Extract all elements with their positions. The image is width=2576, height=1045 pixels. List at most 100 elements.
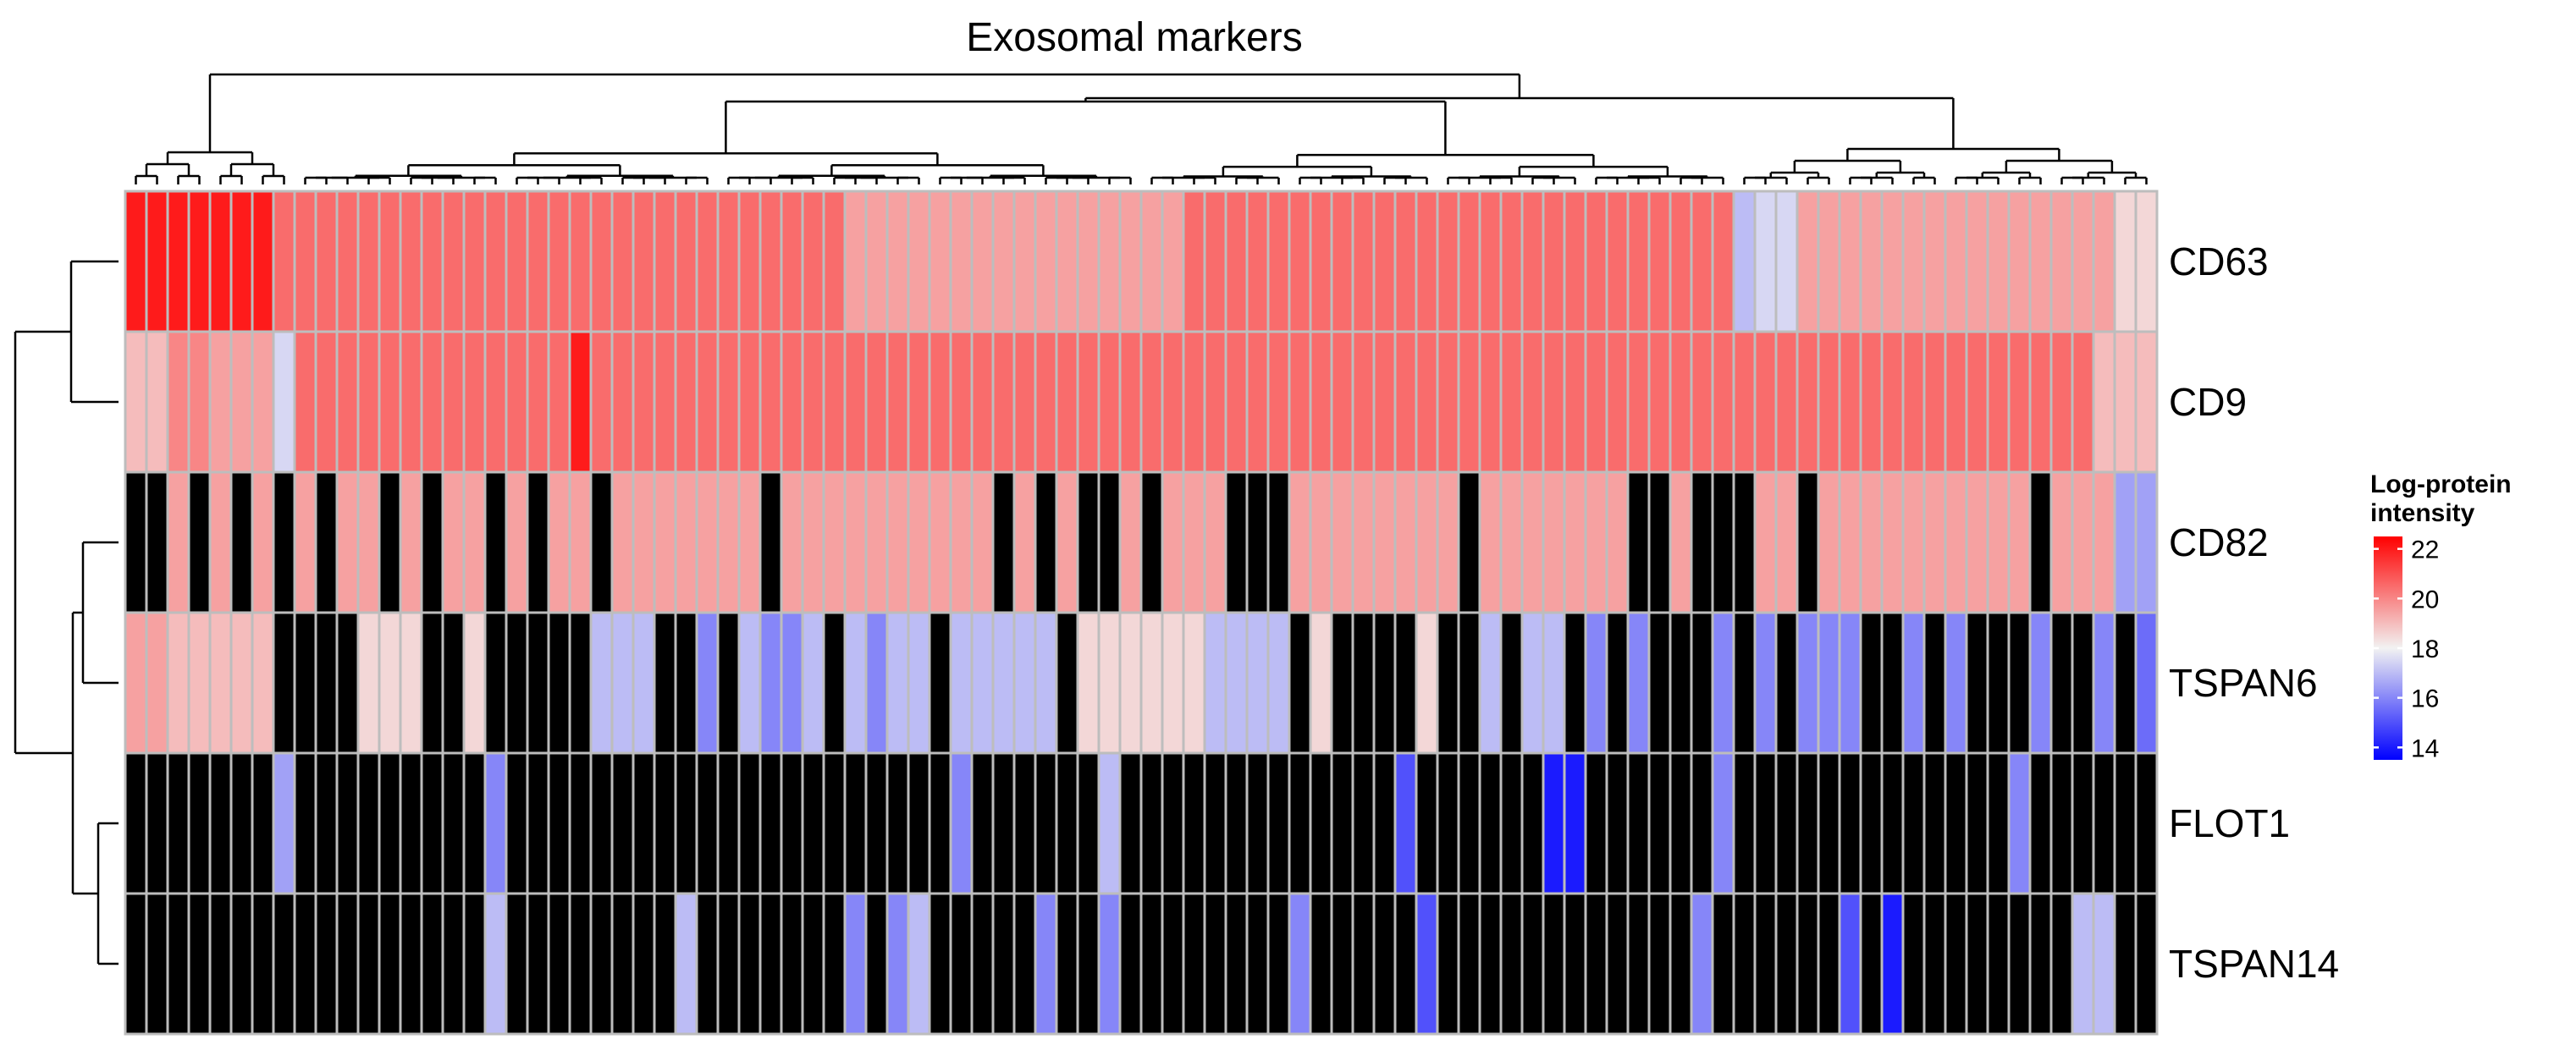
heatmap-cell xyxy=(1118,470,1143,614)
heatmap-cell xyxy=(1584,611,1608,755)
heatmap-cell xyxy=(1563,190,1587,333)
heatmap-cell xyxy=(780,751,804,895)
heatmap-cell xyxy=(1774,190,1799,333)
heatmap-cell xyxy=(1859,470,1884,614)
heatmap-cell xyxy=(1182,330,1206,474)
heatmap-cell xyxy=(568,470,593,614)
heatmap-cell xyxy=(1542,611,1566,755)
heatmap-cell xyxy=(1224,470,1249,614)
heatmap-cell xyxy=(1351,611,1376,755)
heatmap-cell xyxy=(1224,611,1249,755)
heatmap-cell xyxy=(1669,611,1693,755)
heatmap-cell xyxy=(272,611,296,755)
heatmap-cell xyxy=(1478,190,1503,333)
heatmap-cell xyxy=(2049,892,2074,1036)
heatmap-cell xyxy=(1732,190,1757,333)
heatmap-cell xyxy=(1266,190,1291,333)
heatmap-cell xyxy=(2071,611,2095,755)
heatmap-cell xyxy=(653,892,677,1036)
heatmap-cell xyxy=(737,330,762,474)
heatmap-cell xyxy=(483,470,508,614)
heatmap-cell xyxy=(1563,470,1587,614)
heatmap-cell xyxy=(1584,892,1608,1036)
heatmap-cell xyxy=(1626,611,1651,755)
heatmap-cell xyxy=(632,751,656,895)
heatmap-cell xyxy=(1076,751,1100,895)
heatmap-cell xyxy=(314,611,339,755)
heatmap-cell xyxy=(1309,190,1333,333)
heatmap-cell xyxy=(653,611,677,755)
heatmap-cell xyxy=(1880,611,1905,755)
heatmap-cell xyxy=(314,892,339,1036)
heatmap-cell xyxy=(885,751,910,895)
heatmap-cell xyxy=(272,892,296,1036)
heatmap-cell xyxy=(1436,611,1460,755)
heatmap-cell xyxy=(1711,892,1735,1036)
heatmap-cell xyxy=(1393,751,1418,895)
legend-tick-label: 22 xyxy=(2411,536,2439,564)
heatmap-cell xyxy=(1817,470,1841,614)
column-dendrogram xyxy=(135,73,2148,184)
heatmap-cell xyxy=(462,611,487,755)
heatmap-cell xyxy=(2134,751,2159,895)
heatmap-cell xyxy=(1986,470,2011,614)
heatmap-cell xyxy=(843,470,868,614)
heatmap-cell xyxy=(589,611,614,755)
heatmap-cell xyxy=(378,892,402,1036)
heatmap-cell xyxy=(716,892,741,1036)
heatmap-cell xyxy=(1224,330,1249,474)
heatmap-cell xyxy=(1288,892,1312,1036)
heatmap-cell xyxy=(272,330,296,474)
heatmap-cell xyxy=(187,330,212,474)
heatmap-cell xyxy=(949,892,974,1036)
heatmap-cell xyxy=(1626,892,1651,1036)
heatmap-cell xyxy=(843,751,868,895)
heatmap-cell xyxy=(1097,751,1122,895)
heatmap-cell xyxy=(589,330,614,474)
row-label: CD9 xyxy=(2169,380,2247,424)
heatmap-cell xyxy=(229,330,254,474)
heatmap-cell xyxy=(1922,751,1947,895)
heatmap-cell xyxy=(822,611,847,755)
heatmap-cell xyxy=(928,190,952,333)
heatmap-cell xyxy=(1901,330,1926,474)
heatmap-cell xyxy=(1097,470,1122,614)
legend-title-line2: intensity xyxy=(2370,499,2475,527)
heatmap-cell xyxy=(1012,330,1037,474)
heatmap-cell xyxy=(2071,470,2095,614)
heatmap-cell xyxy=(1542,190,1566,333)
heatmap-cell xyxy=(293,611,317,755)
heatmap-cell xyxy=(441,892,466,1036)
heatmap-cell xyxy=(1922,611,1947,755)
heatmap-cell xyxy=(864,751,889,895)
heatmap-cell xyxy=(1838,190,1862,333)
heatmap-cell xyxy=(1182,470,1206,614)
heatmap-cell xyxy=(1076,190,1100,333)
heatmap-cell xyxy=(758,751,783,895)
heatmap-cell xyxy=(1520,611,1545,755)
heatmap-cell xyxy=(1034,470,1058,614)
heatmap-cell xyxy=(801,190,825,333)
row-dendrogram xyxy=(14,260,119,965)
heatmap-cell xyxy=(399,330,423,474)
heatmap-cell xyxy=(1076,892,1100,1036)
heatmap-cell xyxy=(970,190,995,333)
heatmap-cell xyxy=(1817,892,1841,1036)
heatmap-cell xyxy=(1817,611,1841,755)
heatmap-cell xyxy=(801,892,825,1036)
heatmap-cell xyxy=(2071,190,2095,333)
heatmap-cell xyxy=(378,751,402,895)
heatmap-cell xyxy=(2113,892,2137,1036)
heatmap-cell xyxy=(145,190,169,333)
heatmap-cell xyxy=(2092,470,2116,614)
heatmap-cell xyxy=(1372,190,1397,333)
heatmap-cell xyxy=(2113,470,2137,614)
heatmap-cell xyxy=(864,330,889,474)
heatmap-cell xyxy=(356,611,381,755)
heatmap-cell xyxy=(1605,892,1630,1036)
heatmap-cell xyxy=(251,470,275,614)
heatmap-cell xyxy=(399,470,423,614)
heatmap-cell xyxy=(272,190,296,333)
heatmap-cell xyxy=(1986,611,2011,755)
